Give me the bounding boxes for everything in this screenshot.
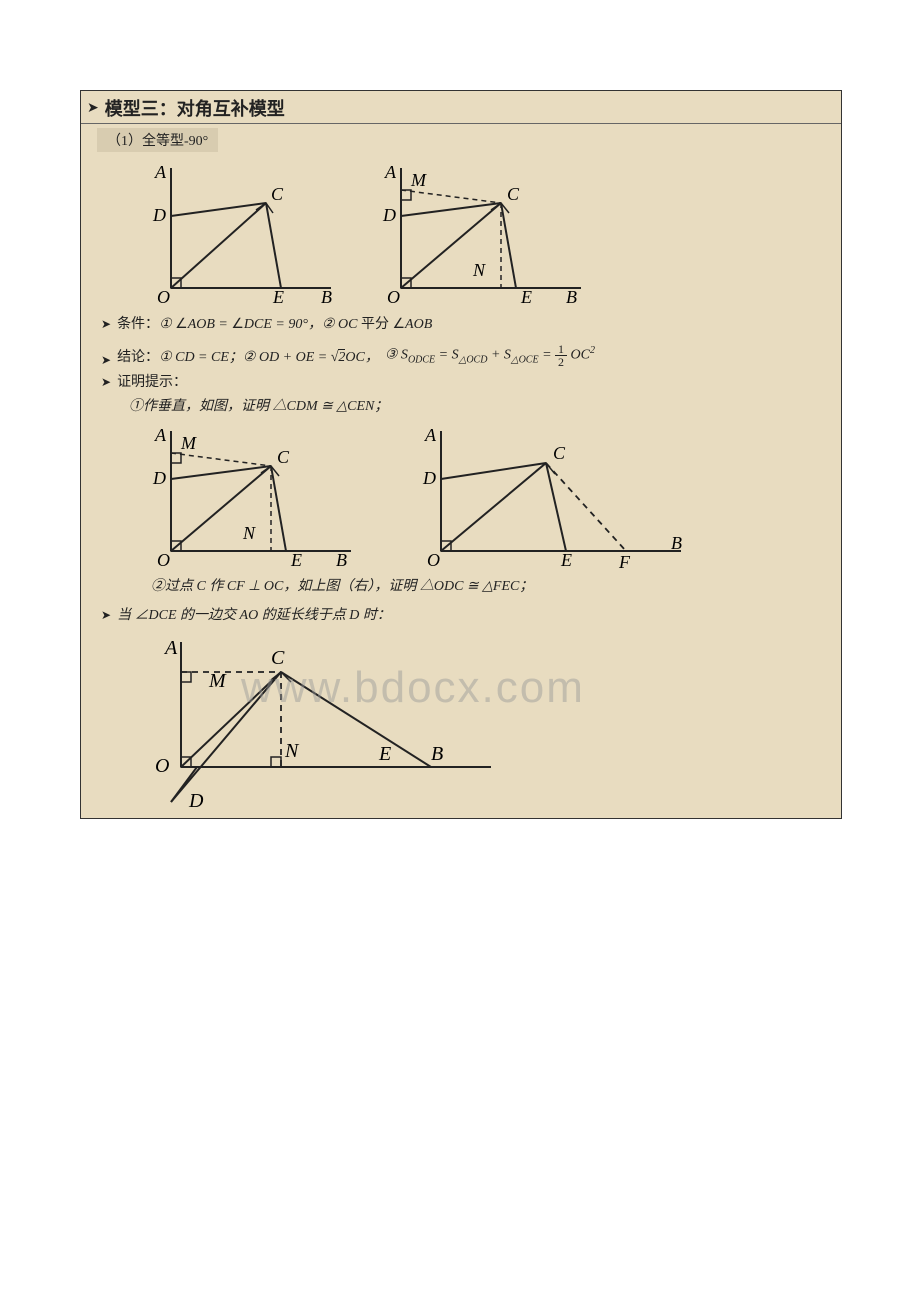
- diagram-row-2: A M D C N O E B A D C: [81, 415, 841, 575]
- label-B: B: [321, 287, 332, 307]
- label-A: A: [384, 162, 397, 182]
- label-N: N: [242, 523, 256, 543]
- label-E: E: [272, 287, 284, 307]
- label-N: N: [472, 260, 486, 280]
- bullet-icon: ➤: [101, 353, 111, 368]
- label-E: E: [560, 550, 572, 570]
- label-C: C: [553, 443, 566, 463]
- label-O: O: [427, 550, 440, 570]
- concl-prefix: 结论：: [117, 347, 159, 368]
- proof-2: ②过点 C 作 CF ⊥ OC，如上图（右），证明 △ODC ≅ △FEC；: [81, 575, 841, 595]
- cond-2: ② OC 平分 ∠AOB: [322, 314, 432, 335]
- diagram-1: A D C O E B: [131, 158, 341, 308]
- label-O: O: [157, 287, 170, 307]
- subhead: （1）全等型-90°: [97, 128, 218, 152]
- proof-hint: ➤ 证明提示：: [81, 370, 841, 395]
- document-page: ➤ 模型三：对角互补模型 （1）全等型-90° A D C O E B: [80, 90, 842, 819]
- label-C: C: [277, 447, 290, 467]
- label-O: O: [157, 550, 170, 570]
- conclusions: ➤ 结论： ① CD = CE； ② OD + OE = √2OC， ③ SOD…: [81, 337, 841, 370]
- concl-3: ③ SODCE = S△OCD + S△OCE = 12 OC2: [385, 343, 595, 368]
- bullet-icon: ➤: [101, 375, 111, 390]
- label-D: D: [152, 468, 166, 488]
- label-A: A: [163, 637, 178, 659]
- label-C: C: [507, 184, 520, 204]
- diagram-5: A M C N O E B D: [131, 632, 511, 812]
- label-C: C: [271, 647, 285, 669]
- label-A: A: [154, 162, 167, 182]
- conditions: ➤ 条件： ① ∠AOB = ∠DCE = 90°， ② OC 平分 ∠AOB: [81, 312, 841, 337]
- label-D: D: [382, 205, 396, 225]
- label-B: B: [336, 550, 347, 570]
- cond-1: ① ∠AOB = ∠DCE = 90°，: [159, 314, 322, 335]
- proof-prefix: 证明提示：: [117, 372, 187, 393]
- label-M: M: [208, 670, 227, 692]
- concl-1: ① CD = CE；: [159, 347, 243, 368]
- label-B: B: [671, 533, 682, 553]
- diagram-row-3: A M C N O E B D: [81, 628, 841, 818]
- diagram-2: A M D C N O E B: [361, 158, 591, 308]
- label-D: D: [152, 205, 166, 225]
- diagram-row-1: A D C O E B A M D: [81, 152, 841, 312]
- label-E: E: [290, 550, 302, 570]
- label-A: A: [424, 425, 437, 445]
- label-D: D: [422, 468, 436, 488]
- label-E: E: [520, 287, 532, 307]
- bullet-icon: ➤: [87, 100, 99, 117]
- label-B: B: [566, 287, 577, 307]
- ext-text: 当 ∠DCE 的一边交 AO 的延长线于点 D 时：: [117, 605, 391, 626]
- label-E: E: [378, 743, 391, 765]
- label-F: F: [618, 552, 631, 571]
- cond-prefix: 条件：: [117, 314, 159, 335]
- title-row: ➤ 模型三：对角互补模型: [81, 91, 841, 124]
- label-N: N: [284, 740, 300, 762]
- bullet-icon: ➤: [101, 608, 111, 623]
- label-B: B: [431, 743, 443, 765]
- label-A: A: [154, 425, 167, 445]
- label-O: O: [387, 287, 400, 307]
- label-D: D: [188, 790, 204, 812]
- diagram-3: A M D C N O E B: [131, 421, 361, 571]
- extension: ➤ 当 ∠DCE 的一边交 AO 的延长线于点 D 时：: [81, 595, 841, 628]
- diagram-4: A D C O E F B: [401, 421, 691, 571]
- label-C: C: [271, 184, 284, 204]
- label-M: M: [410, 170, 427, 190]
- bullet-icon: ➤: [101, 317, 111, 332]
- label-M: M: [180, 433, 197, 453]
- label-O: O: [155, 755, 169, 777]
- model-title: 模型三：对角互补模型: [105, 95, 285, 121]
- proof-1: ①作垂直，如图，证明 △CDM ≅ △CEN；: [81, 395, 841, 415]
- concl-2: ② OD + OE = √2OC，: [243, 347, 379, 368]
- subhead-wrap: （1）全等型-90°: [81, 124, 841, 152]
